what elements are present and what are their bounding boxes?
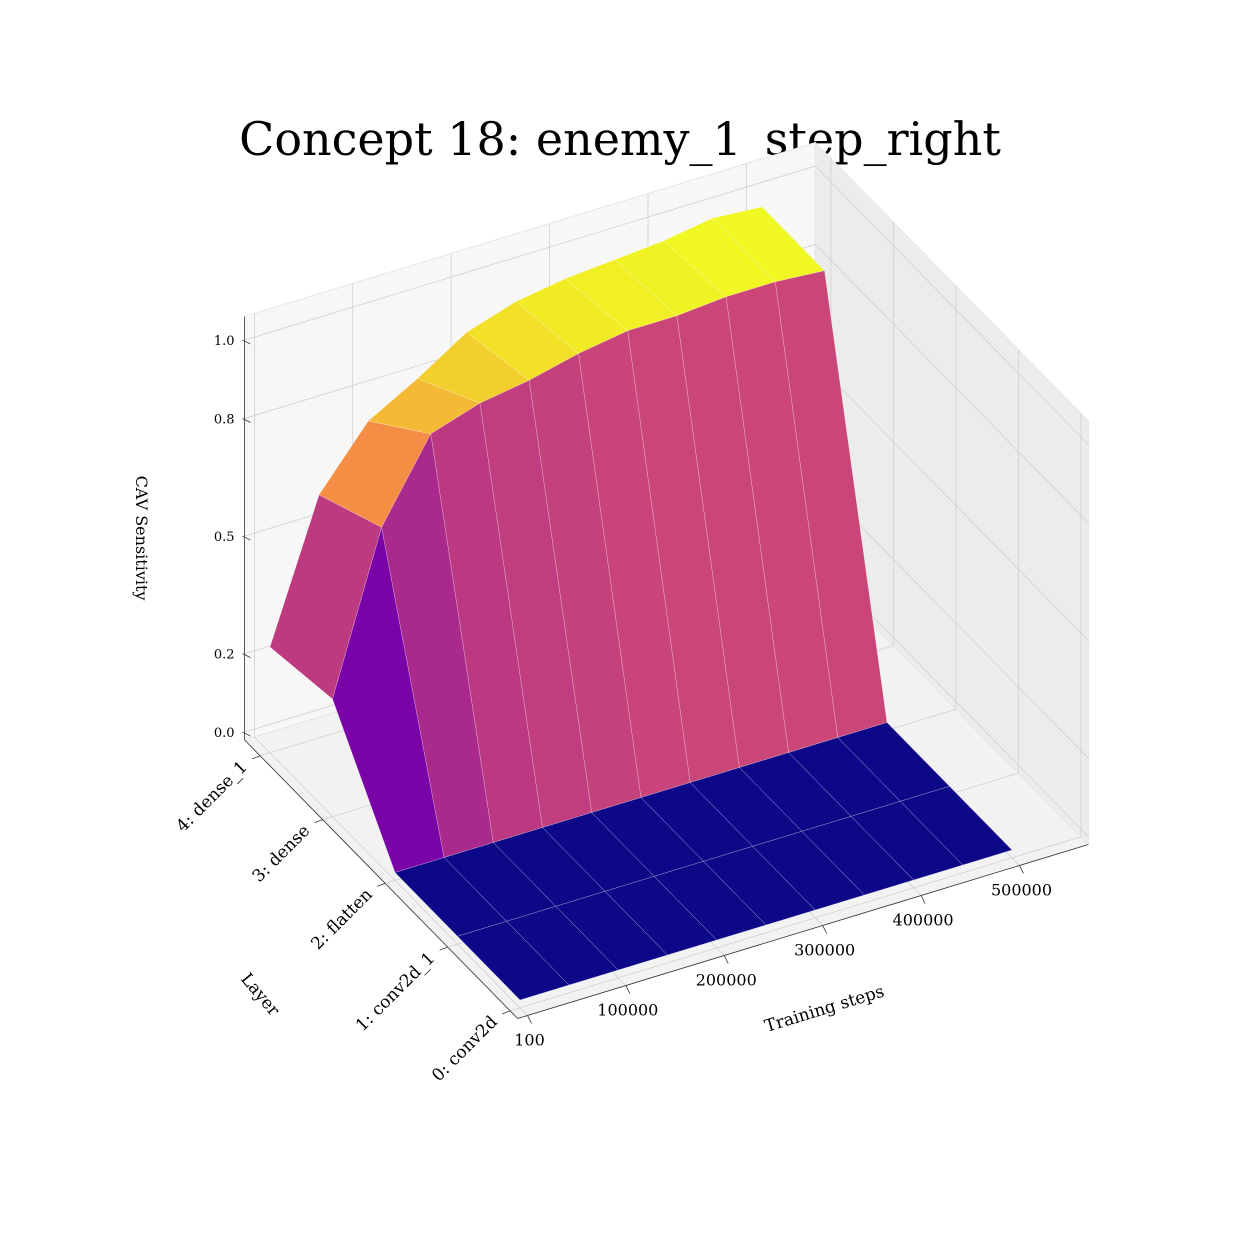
z-tick-label: 0.0	[214, 726, 235, 741]
x-tick-label: 300000	[794, 941, 855, 960]
grid-line-layer	[510, 413, 1082, 1012]
layer-tick	[377, 882, 386, 887]
x-tick	[920, 895, 926, 904]
x-tick-label: 100000	[597, 1001, 658, 1020]
layer-tick-label: 0: conv2d	[428, 1012, 502, 1086]
z-tick-label: 0.5	[214, 530, 235, 545]
x-tick	[527, 1015, 532, 1024]
x-axis-line	[517, 844, 1089, 1019]
x-tick	[723, 955, 729, 964]
layer-tick	[314, 819, 323, 823]
z-tick	[242, 418, 251, 423]
x-tick-label: 100	[514, 1030, 545, 1049]
x-tick	[625, 985, 631, 994]
layer-tick	[439, 946, 448, 951]
layer-axis-line	[244, 739, 518, 1019]
surface-face	[837, 722, 950, 802]
z-tick-label: 0.8	[214, 412, 235, 427]
surface-face	[775, 270, 888, 738]
x-tick	[1019, 865, 1024, 874]
x-tick-label: 500000	[991, 880, 1052, 899]
layer-tick-label: 2: flatten	[307, 885, 376, 954]
layer-tick-label: 4: dense_1	[173, 757, 252, 836]
x-tick-label: 200000	[696, 971, 757, 990]
y-axis-label: Layer	[236, 970, 284, 1021]
z-tick	[242, 339, 251, 345]
layer-tick-label: 3: dense	[249, 821, 314, 886]
x-tick	[822, 925, 828, 934]
chart-title: Concept 18: enemy_1_step_right	[239, 112, 1001, 166]
surface-face	[899, 786, 1013, 866]
surface-mesh	[269, 206, 1013, 1001]
grid-line-x	[253, 313, 528, 1016]
z-tick-label: 1.0	[214, 334, 235, 349]
z-tick-label: 0.2	[214, 648, 235, 663]
layer-tick	[502, 1010, 511, 1015]
z-tick	[242, 731, 251, 737]
layer-tick-label: 1: conv2d_1	[352, 948, 439, 1035]
x-tick-label: 400000	[893, 910, 954, 929]
surface-face	[712, 206, 825, 283]
z-tick	[242, 535, 251, 541]
z-axis-label: CAV Sensitivity	[132, 476, 151, 601]
grid-line-z	[244, 244, 1089, 524]
layer-tick	[252, 755, 261, 760]
side-pane	[814, 141, 1089, 846]
grid-line-z	[244, 165, 1089, 445]
x-axis-label: Training steps	[762, 982, 886, 1037]
z-tick	[242, 653, 251, 659]
